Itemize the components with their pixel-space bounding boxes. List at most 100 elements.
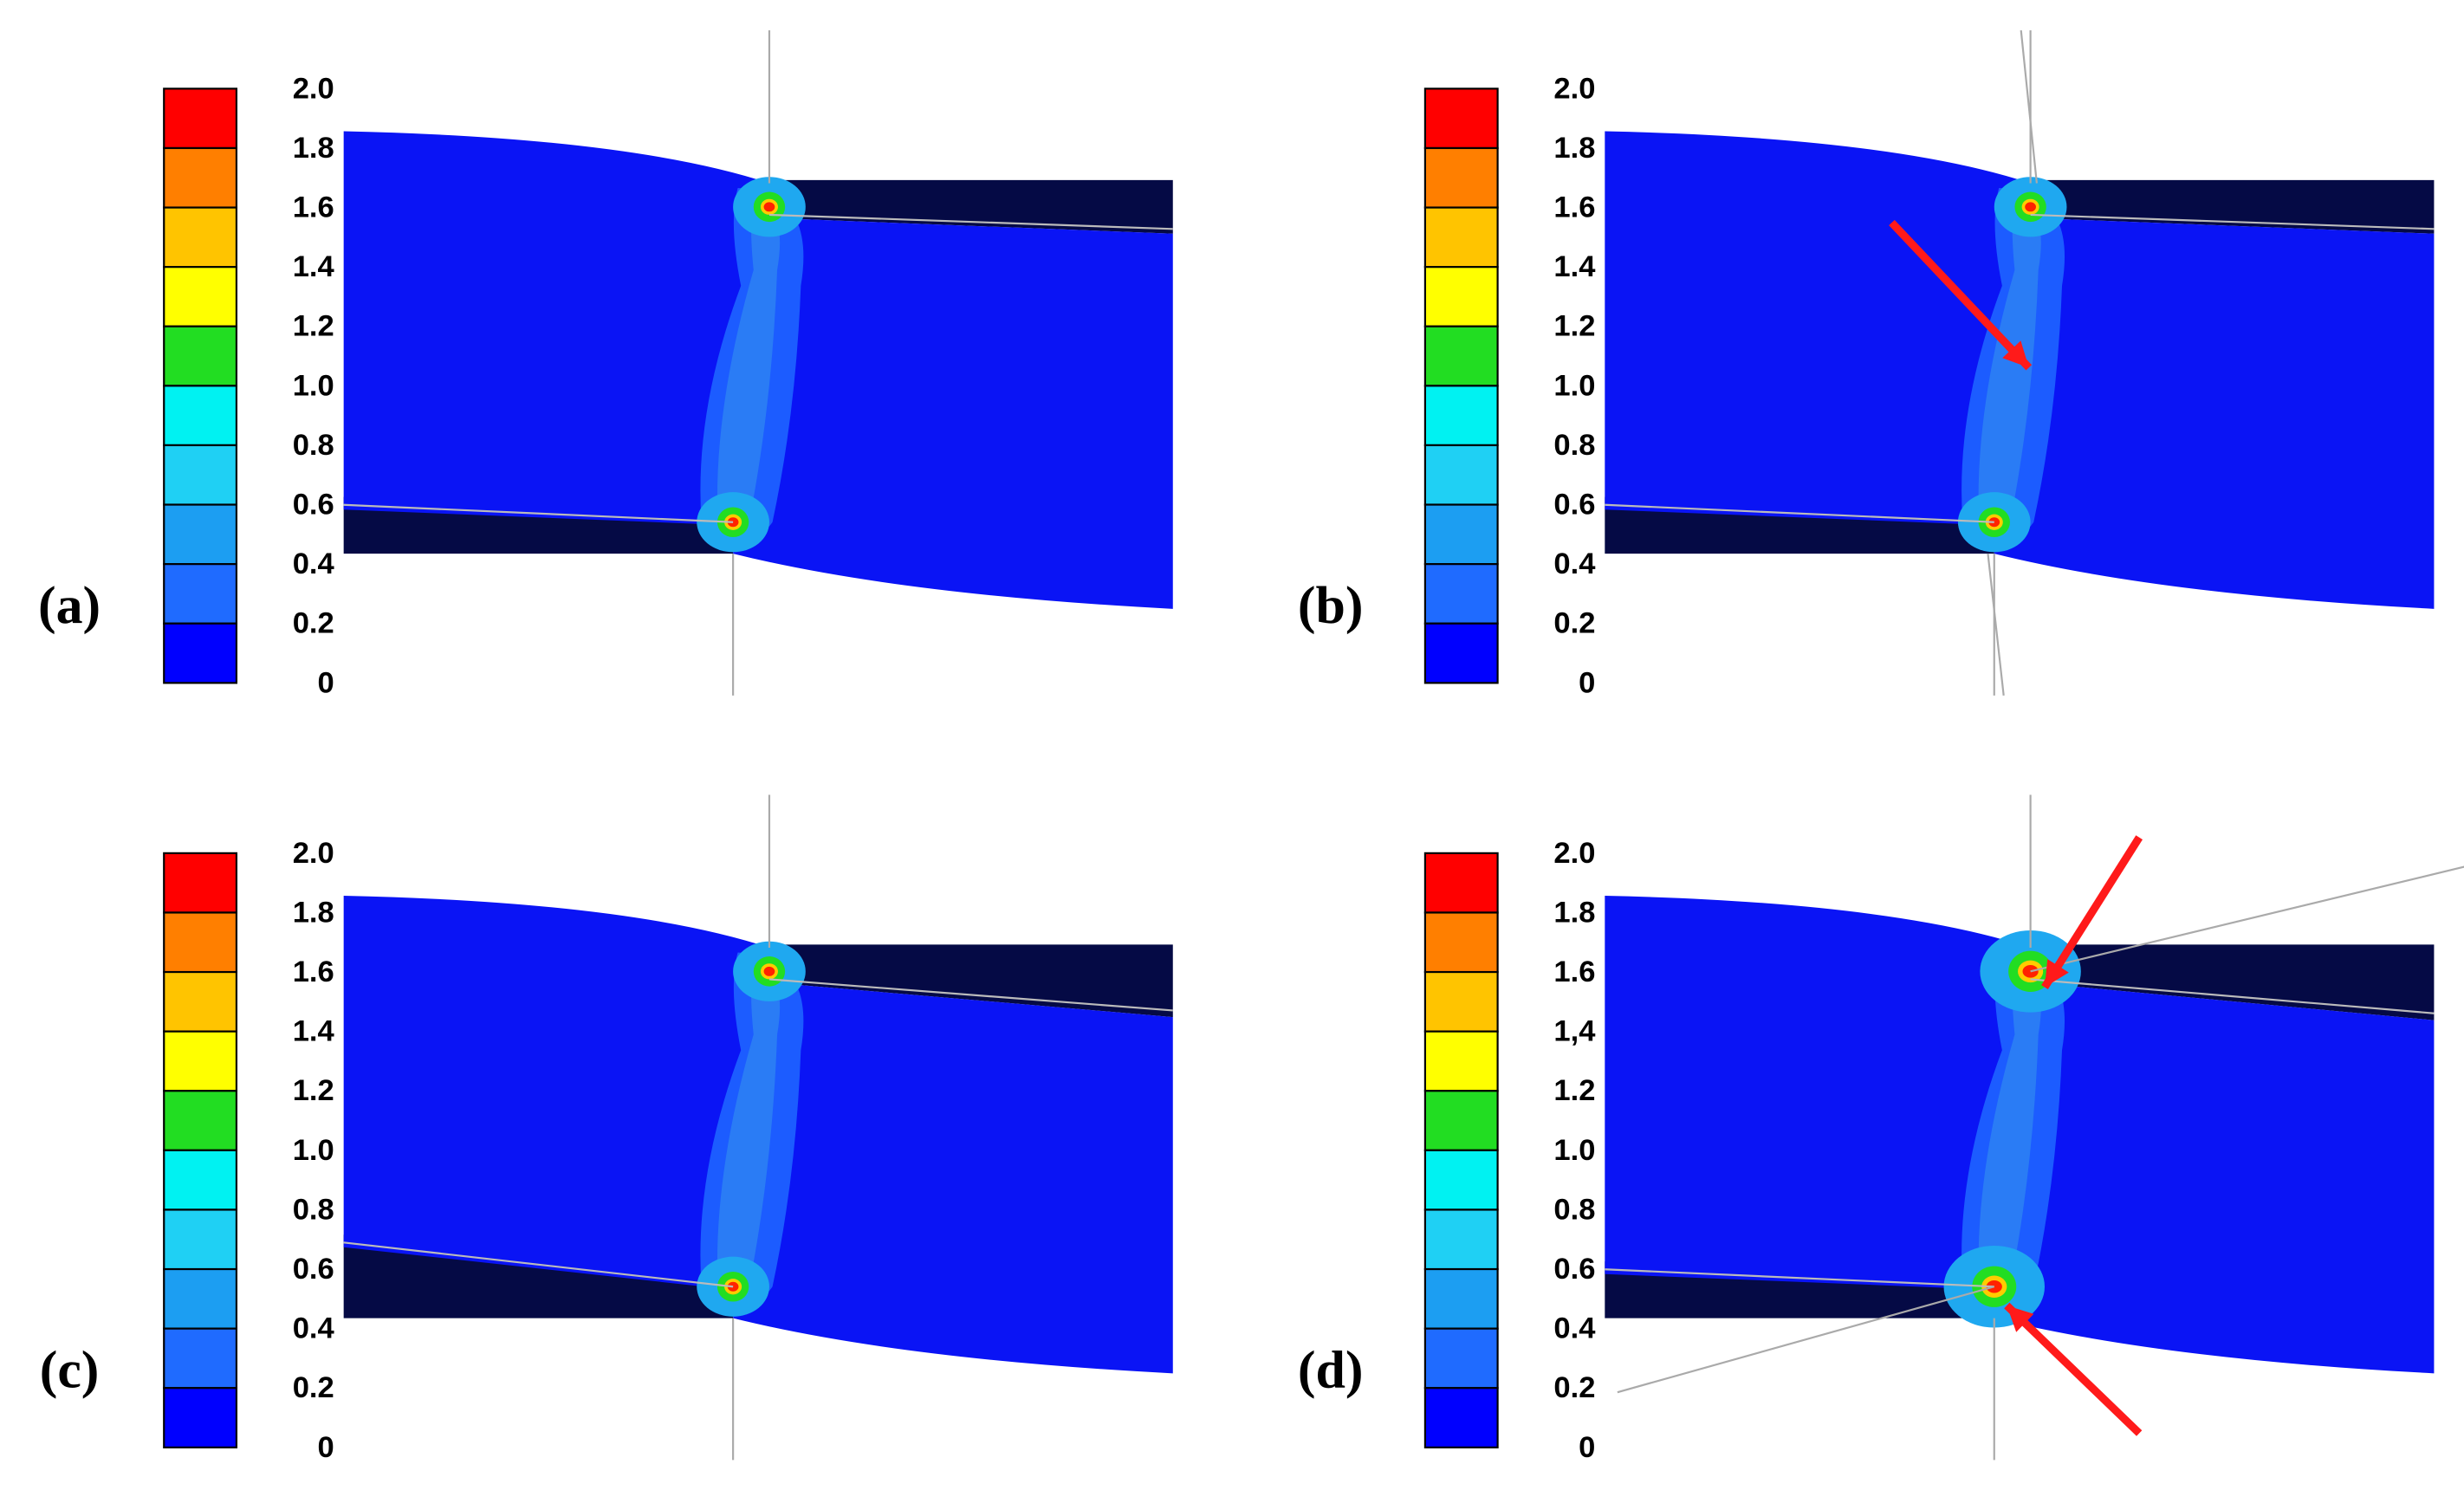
colorbar-band bbox=[1423, 87, 1499, 150]
crack-line bbox=[768, 213, 1173, 230]
scale-label: 1.6 bbox=[1553, 191, 1595, 224]
colorbar-band bbox=[1423, 444, 1499, 506]
scale-label: 1.0 bbox=[1553, 1134, 1595, 1167]
scale-label: 2.0 bbox=[1553, 837, 1595, 870]
colorbar-band bbox=[163, 1030, 238, 1092]
scale-label: 0.6 bbox=[293, 488, 334, 521]
colorbar-band bbox=[1423, 622, 1499, 684]
panel: 2.0 1.8 1.6 1.4 1.2 1.0 0.8 0.6 0.4 0.2 0 (c) bbox=[40, 794, 1173, 1464]
arrow-head bbox=[2044, 959, 2069, 988]
panel-label: (c) bbox=[40, 1340, 100, 1399]
arrow bbox=[1889, 219, 2033, 371]
scale-label: 0.6 bbox=[293, 1253, 334, 1286]
panel: 2.0 1.8 1.6 1.4 1.2 1.0 0.8 0.6 0.4 0.2 0 (b) bbox=[1298, 29, 2435, 699]
colorbar-band bbox=[1423, 1090, 1499, 1151]
colorbar-band bbox=[163, 852, 238, 914]
colorbar-band bbox=[163, 266, 238, 327]
hot-spot bbox=[1986, 1279, 2002, 1293]
scale-label: 0.2 bbox=[1553, 1371, 1595, 1404]
colorbar-band bbox=[163, 1208, 238, 1271]
arrow-head bbox=[2007, 1305, 2034, 1332]
colorbar-band bbox=[163, 1327, 238, 1390]
panel-label: (b) bbox=[1298, 576, 1364, 635]
plate-dark bbox=[768, 944, 1173, 1018]
scale-label: 0.2 bbox=[293, 1371, 334, 1404]
colorbar-band bbox=[1423, 970, 1499, 1033]
colorbar-band bbox=[1423, 911, 1499, 974]
crack-line bbox=[1605, 503, 1994, 523]
scale-label: 1.6 bbox=[293, 191, 334, 224]
scale-label: 1.2 bbox=[293, 310, 334, 343]
stress-band-inner bbox=[717, 963, 781, 1281]
plate-dark bbox=[768, 179, 1173, 234]
arrow bbox=[2004, 1302, 2143, 1436]
crack-line bbox=[1605, 1268, 1994, 1288]
panel: 2.0 1.8 1.6 1.4 1.2 1.0 0.8 0.6 0.4 0.2 0 (a) bbox=[38, 30, 1173, 699]
scale-label: 0.2 bbox=[293, 607, 334, 640]
colorbar-band bbox=[1423, 503, 1499, 566]
scale-label: 0 bbox=[1579, 1431, 1595, 1464]
arrow-head bbox=[2002, 340, 2029, 368]
scale-label: 0 bbox=[318, 1431, 334, 1464]
colorbar-band bbox=[1423, 1387, 1499, 1448]
scale-label: 0 bbox=[318, 666, 334, 699]
crack-line bbox=[343, 503, 734, 523]
stress-band-inner bbox=[1978, 963, 2041, 1281]
scale-label: 0.8 bbox=[1553, 429, 1595, 462]
scale-label: 1,4 bbox=[1553, 1015, 1596, 1048]
stress-band-inner bbox=[717, 198, 781, 517]
crack-line bbox=[343, 1241, 734, 1288]
colorbar-band bbox=[163, 1267, 238, 1330]
colorbar-band bbox=[1423, 266, 1499, 327]
scale-label: 1.2 bbox=[1553, 1074, 1595, 1107]
scale-label: 2.0 bbox=[293, 837, 334, 870]
scale-label: 1.0 bbox=[293, 1134, 334, 1167]
scale-label: 0.4 bbox=[293, 547, 335, 580]
scale-label: 0.8 bbox=[293, 429, 334, 462]
scale-label: 2.0 bbox=[293, 72, 334, 105]
guide-line bbox=[1987, 554, 2005, 696]
scale-label: 1.6 bbox=[1553, 956, 1595, 988]
scale-label: 1.2 bbox=[1553, 310, 1595, 343]
colorbar-band bbox=[1423, 146, 1499, 209]
colorbar-band bbox=[163, 503, 238, 566]
scale-label: 1.8 bbox=[1553, 896, 1595, 929]
scale-label: 0.4 bbox=[1553, 1312, 1596, 1345]
colorbar-band bbox=[163, 1090, 238, 1151]
crack-line bbox=[2030, 213, 2435, 230]
colorbar-band bbox=[1423, 1327, 1499, 1390]
colorbar-band bbox=[1423, 385, 1499, 447]
colorbar-band bbox=[163, 146, 238, 209]
colorbar-band bbox=[163, 325, 238, 387]
guide-line bbox=[2020, 29, 2038, 184]
colorbar-band bbox=[1423, 563, 1499, 625]
hot-spot bbox=[763, 966, 775, 976]
plate-dark bbox=[2030, 179, 2435, 234]
scale-label: 1.0 bbox=[293, 369, 334, 402]
colorbar-band bbox=[163, 385, 238, 447]
scale-label: 0.4 bbox=[1553, 547, 1596, 580]
colorbar-band bbox=[1423, 1267, 1499, 1330]
arrow bbox=[2041, 835, 2143, 989]
colorbar-band bbox=[1423, 1030, 1499, 1092]
colorbar-band bbox=[1423, 325, 1499, 387]
panel-label: (a) bbox=[38, 576, 101, 635]
colorbar-band bbox=[163, 444, 238, 506]
colorbar-band bbox=[163, 970, 238, 1033]
scale-label: 1.0 bbox=[1553, 369, 1595, 402]
crack-line bbox=[768, 978, 1173, 1012]
scale-label: 1.2 bbox=[293, 1074, 334, 1107]
colorbar-band bbox=[1423, 1149, 1499, 1211]
hot-spot bbox=[763, 202, 775, 212]
panel-label: (d) bbox=[1298, 1340, 1364, 1399]
scale-label: 2.0 bbox=[1553, 72, 1595, 105]
colorbar-band bbox=[163, 622, 238, 684]
colorbar-band bbox=[1423, 1208, 1499, 1271]
guide-line bbox=[2030, 865, 2464, 973]
colorbar-band bbox=[163, 911, 238, 974]
colorbar-band bbox=[163, 1149, 238, 1211]
scale-label: 0.8 bbox=[293, 1193, 334, 1226]
colorbar-band bbox=[163, 563, 238, 625]
scale-label: 0.4 bbox=[293, 1312, 335, 1345]
